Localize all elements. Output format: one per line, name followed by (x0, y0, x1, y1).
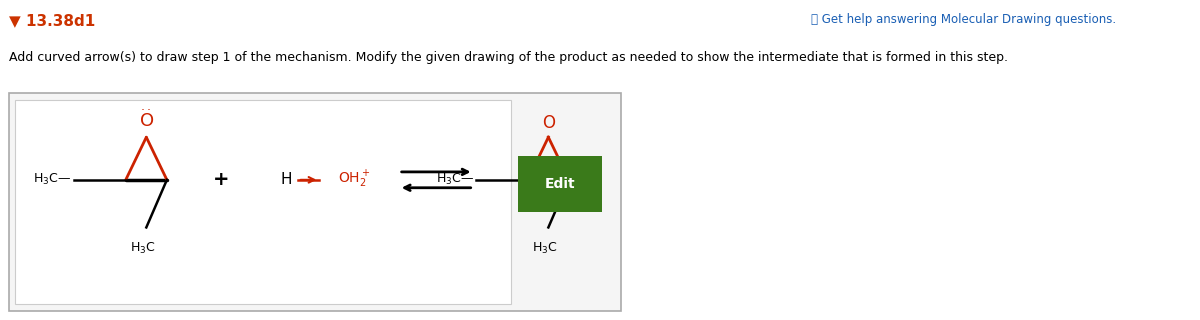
Text: ⓘ Get help answering Molecular Drawing questions.: ⓘ Get help answering Molecular Drawing q… (811, 13, 1116, 26)
Text: H: H (281, 172, 293, 187)
Text: +: + (212, 170, 229, 189)
Text: Add curved arrow(s) to draw step 1 of the mechanism. Modify the given drawing of: Add curved arrow(s) to draw step 1 of th… (8, 51, 1008, 64)
Text: $\mathregular{\overset{..}{O}}$: $\mathregular{\overset{..}{O}}$ (139, 109, 154, 131)
FancyBboxPatch shape (16, 100, 511, 304)
Text: $\mathsf{OH_2^+}$: $\mathsf{OH_2^+}$ (338, 169, 371, 190)
FancyBboxPatch shape (8, 92, 622, 311)
Text: $\mathsf{H_3C}$—: $\mathsf{H_3C}$— (436, 172, 474, 188)
Text: $\mathsf{H_3C}$—: $\mathsf{H_3C}$— (34, 172, 72, 188)
Text: ▼ 13.38d1: ▼ 13.38d1 (8, 13, 95, 28)
Text: $\mathsf{H_3C}$: $\mathsf{H_3C}$ (130, 241, 155, 256)
FancyBboxPatch shape (518, 156, 601, 212)
Text: O: O (542, 114, 554, 132)
Text: $\mathsf{H_3C}$: $\mathsf{H_3C}$ (532, 241, 558, 256)
Text: Edit: Edit (545, 177, 575, 191)
